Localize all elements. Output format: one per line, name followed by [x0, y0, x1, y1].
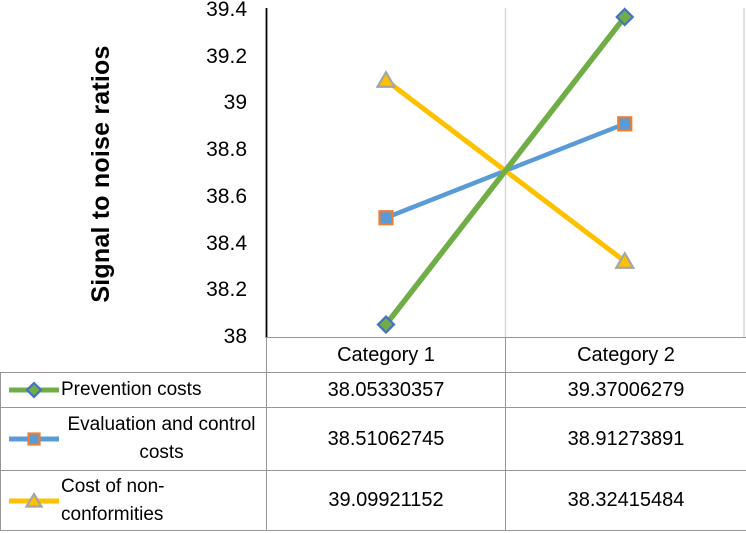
legend-key-marker	[25, 381, 43, 399]
y-tick-label: 38.2	[206, 278, 247, 301]
y-tick-label: 38	[223, 325, 247, 348]
category-2-header: Category 2	[505, 337, 746, 373]
cost-of-non-conformities-legend-key-icon	[7, 490, 61, 512]
series-line-1	[385, 121, 626, 220]
series-label: Prevention costs	[61, 379, 202, 401]
value-cell: 38.05330357	[266, 372, 506, 408]
series-marker-square	[617, 116, 633, 132]
value-cell: 38.32415484	[505, 470, 746, 531]
legend-key-marker	[24, 491, 44, 508]
legend-cell: Cost of non-conformities	[0, 470, 267, 531]
prevention-costs-legend-key-icon	[7, 379, 61, 401]
chart-data-table: Category 1 Category 2 Prevention costs 3…	[0, 337, 746, 531]
legend-cell: Evaluation and control costs	[0, 407, 267, 471]
series-line-0	[383, 15, 627, 327]
table-row-cost-of-non-conformities: Cost of non-conformities 39.09921152 38.…	[0, 470, 746, 531]
series-marker-diamond	[615, 7, 635, 27]
category-1-header: Category 1	[266, 337, 506, 373]
value-cell: 38.91273891	[505, 407, 746, 471]
y-tick-label: 38.8	[206, 138, 247, 161]
series-marker-square	[378, 210, 394, 226]
y-axis-title: Signal to noise ratios	[87, 45, 115, 303]
table-row-evaluation-control-costs: Evaluation and control costs 38.51062745…	[0, 407, 746, 471]
y-tick-label: 39.2	[206, 45, 247, 68]
legend-cell: Prevention costs	[0, 372, 267, 408]
series-line-2	[384, 78, 627, 264]
y-tick-label: 38.6	[206, 185, 247, 208]
evaluation-control-costs-legend-key-icon	[7, 428, 61, 450]
series-marker-triangle	[614, 251, 636, 269]
series-marker-triangle	[375, 70, 397, 88]
series-label: Cost of non-conformities	[61, 475, 165, 525]
header-blank-cell	[1, 338, 267, 373]
value-cell: 39.37006279	[505, 372, 746, 408]
table-row-prevention-costs: Prevention costs 38.05330357 39.37006279	[0, 372, 746, 408]
value-cell: 39.09921152	[266, 470, 506, 531]
legend-key-marker	[27, 432, 41, 446]
y-tick-label: 39.4	[206, 0, 247, 21]
table-header-row: Category 1 Category 2	[1, 337, 746, 373]
value-cell: 38.51062745	[266, 407, 506, 471]
y-tick-label: 39	[223, 91, 247, 114]
y-tick-label: 38.4	[206, 232, 247, 255]
series-marker-diamond	[376, 314, 396, 335]
series-label: Evaluation and control costs	[67, 414, 256, 463]
